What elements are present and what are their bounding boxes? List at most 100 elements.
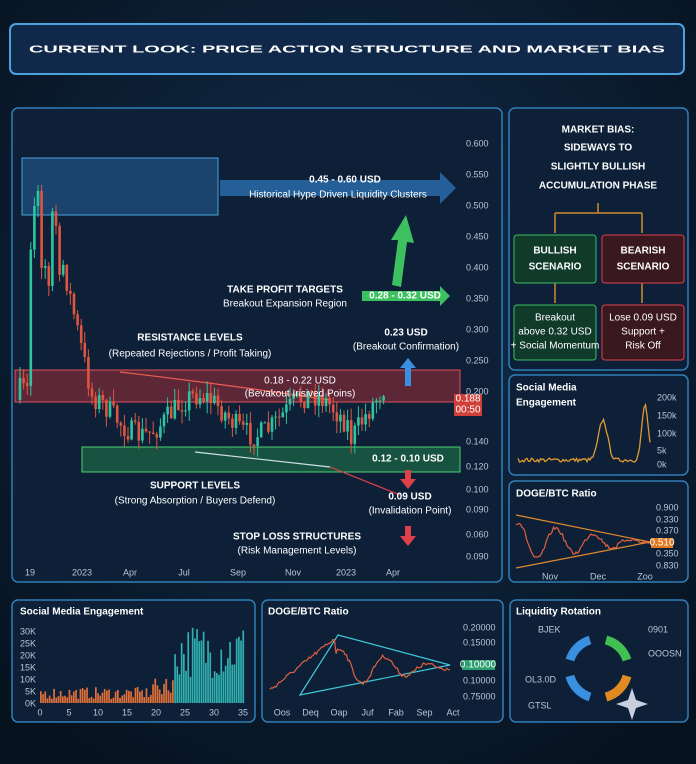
- annotation: RESISTANCE LEVELS: [137, 333, 243, 344]
- candle-body: [328, 397, 331, 405]
- candle-body: [76, 314, 79, 326]
- candle-body: [295, 392, 299, 395]
- bearish-box: [601, 234, 685, 284]
- social-bar: [139, 691, 141, 703]
- x-tick-label: Nov: [285, 567, 302, 577]
- scenario-title: SCENARIO: [529, 262, 582, 273]
- social-bar: [185, 670, 187, 703]
- x-tick-label: 2023: [72, 567, 92, 577]
- candle-body: [22, 378, 25, 384]
- social-bar: [132, 697, 135, 703]
- candle-body: [162, 414, 166, 427]
- y-tick-label: 0.10000: [463, 675, 496, 685]
- resistance-curve: [119, 371, 331, 401]
- panel-title: Liquidity Rotation: [516, 607, 601, 618]
- social-bar: [240, 640, 242, 703]
- liquidity-panel: [509, 599, 689, 723]
- social-bar: [231, 664, 234, 703]
- candle-body: [133, 420, 137, 422]
- scenario-detail: Support +: [621, 327, 665, 338]
- x-tick-label: Dec: [590, 571, 607, 581]
- y-tick-label: 0.120: [466, 461, 489, 471]
- candle-body: [202, 398, 205, 402]
- social-bar: [150, 694, 152, 703]
- social-bar: [125, 689, 128, 703]
- candle-body: [155, 434, 159, 438]
- y-tick-label: 0K: [25, 698, 36, 708]
- scenario-detail: above 0.32 USD: [518, 327, 591, 338]
- social-bar: [222, 671, 225, 703]
- y-tick-label: 200k: [657, 392, 677, 402]
- candle-body: [25, 383, 29, 386]
- candle-body: [47, 266, 51, 286]
- scenario-title: BULLISH: [533, 246, 576, 257]
- candle-body: [159, 426, 162, 438]
- candle-body: [36, 190, 40, 207]
- candle-body: [166, 406, 169, 415]
- candle-body: [72, 293, 76, 315]
- inval-line: [329, 466, 401, 496]
- social-bar: [46, 698, 49, 703]
- candle-body: [148, 431, 151, 433]
- social-bar: [198, 641, 201, 703]
- y-tick-label: 0.75000: [463, 691, 496, 701]
- social-bar: [183, 654, 185, 703]
- social-bar: [88, 698, 91, 703]
- annotation: (Invalidation Point): [369, 506, 452, 517]
- ratio-bottom-panel: [261, 599, 504, 723]
- sparkle: [616, 688, 648, 720]
- main-panel: [11, 107, 503, 583]
- y-tick-label: 0.250: [466, 355, 489, 365]
- candle-body: [342, 414, 346, 432]
- hype-zone: [21, 157, 219, 216]
- social-bar: [218, 674, 220, 703]
- x-tick-label: Sep: [230, 567, 246, 577]
- x-tick-label: Apr: [386, 567, 400, 577]
- ratio-triangle: [515, 514, 651, 569]
- ratio-line: [515, 522, 650, 558]
- social-bar: [220, 649, 223, 703]
- y-tick-label: 25K: [20, 638, 36, 648]
- x-tick-label: 19: [25, 567, 35, 577]
- candle-body: [324, 397, 328, 407]
- social-bar: [147, 697, 150, 703]
- social-bar: [112, 697, 115, 703]
- candle-body: [364, 414, 367, 425]
- candle-body: [184, 410, 187, 412]
- social-bar: [66, 697, 69, 703]
- social-bottom-panel: [11, 599, 256, 723]
- candle-body: [87, 356, 90, 389]
- candle-body: [223, 412, 227, 421]
- candle-body: [123, 425, 126, 436]
- social-bar: [95, 687, 97, 703]
- support-line: [194, 451, 331, 468]
- social-bar: [123, 694, 126, 703]
- candle-body: [209, 393, 213, 404]
- social-bar: [163, 683, 165, 703]
- candle-body: [180, 410, 184, 412]
- x-tick-label: Sep: [416, 707, 432, 717]
- candle-body: [367, 414, 371, 419]
- candle-body: [371, 402, 375, 419]
- social-bar: [213, 671, 216, 703]
- social-bar: [64, 695, 66, 703]
- y-tick-label: 0.400: [466, 262, 489, 272]
- social-bar: [235, 638, 238, 703]
- bias-line: SLIGHTLY BULLISH: [551, 162, 645, 173]
- candle-body: [54, 211, 58, 226]
- y-tick-label: 0.300: [466, 324, 489, 334]
- candle-body: [97, 395, 101, 410]
- price-tag: 0.510: [649, 538, 674, 549]
- social-bar: [84, 689, 86, 703]
- support-zone: [81, 446, 461, 473]
- price-tag: 0.188: [455, 394, 480, 405]
- y-tick-label: 0.20000: [463, 622, 496, 632]
- y-tick-label: 10K: [20, 674, 36, 684]
- social-bar: [209, 652, 212, 703]
- social-bar: [68, 689, 71, 703]
- social-bar: [53, 688, 55, 703]
- candle-body: [382, 396, 385, 401]
- social-bar: [70, 695, 73, 703]
- candle-body: [277, 416, 281, 418]
- annotation: 0.23 USD: [384, 328, 427, 339]
